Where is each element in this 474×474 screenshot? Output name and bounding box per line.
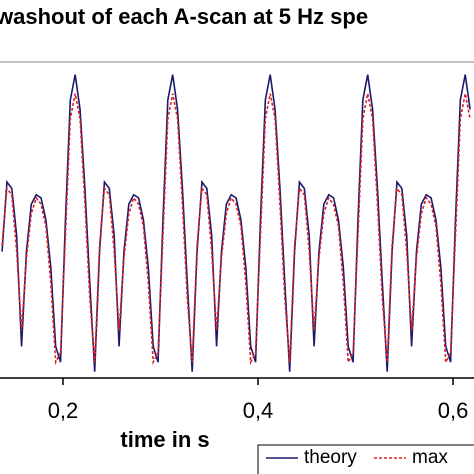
legend-label: theory	[304, 447, 357, 468]
x-tick-label: 0,2	[48, 398, 79, 423]
chart-title: washout of each A-scan at 5 Hz spe	[0, 4, 368, 29]
x-tick-label: 0,6	[438, 398, 469, 423]
legend	[257, 444, 474, 474]
series-line	[1, 74, 471, 372]
series-line	[1, 93, 471, 366]
x-axis-label: time in s	[120, 427, 209, 452]
x-tick-label: 0,4	[243, 398, 274, 423]
legend-label: max	[412, 447, 448, 468]
